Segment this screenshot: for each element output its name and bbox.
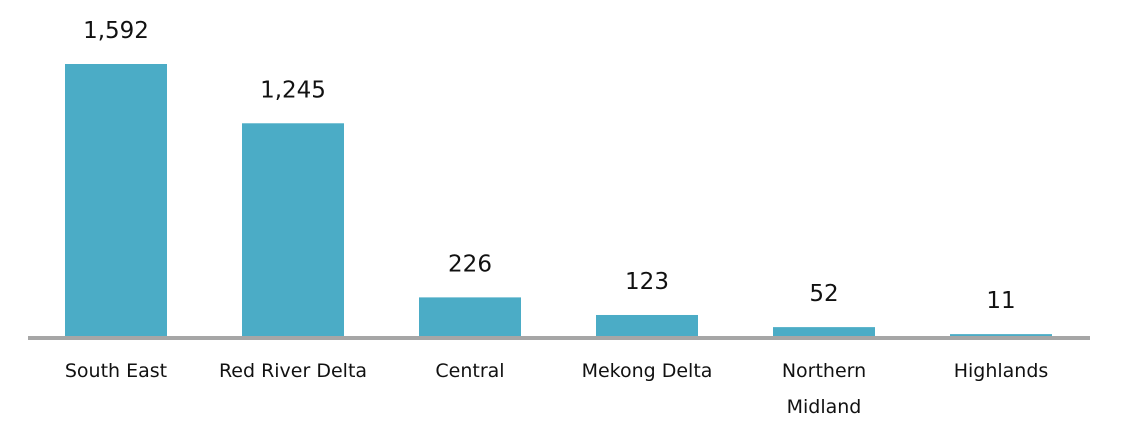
x-axis-line (28, 336, 1090, 340)
bar (950, 334, 1052, 336)
bar (65, 64, 167, 336)
data-label: 123 (625, 269, 669, 295)
data-label: 1,245 (260, 77, 326, 103)
x-tick-label: Central (435, 360, 504, 382)
x-tick-label: Midland (787, 396, 862, 418)
data-label: 226 (448, 251, 492, 277)
bar (419, 297, 521, 336)
data-label: 52 (809, 281, 838, 307)
x-tick-label: Red River Delta (219, 360, 367, 382)
x-tick-label: Northern (782, 360, 866, 382)
bar (773, 327, 875, 336)
data-label: 11 (986, 288, 1015, 314)
bar (596, 314, 698, 336)
x-tick-label: Highlands (954, 360, 1049, 382)
x-tick-label: Mekong Delta (582, 360, 713, 382)
x-tick-label: South East (65, 360, 167, 382)
data-label: 1,592 (83, 18, 149, 44)
bar (242, 123, 344, 336)
